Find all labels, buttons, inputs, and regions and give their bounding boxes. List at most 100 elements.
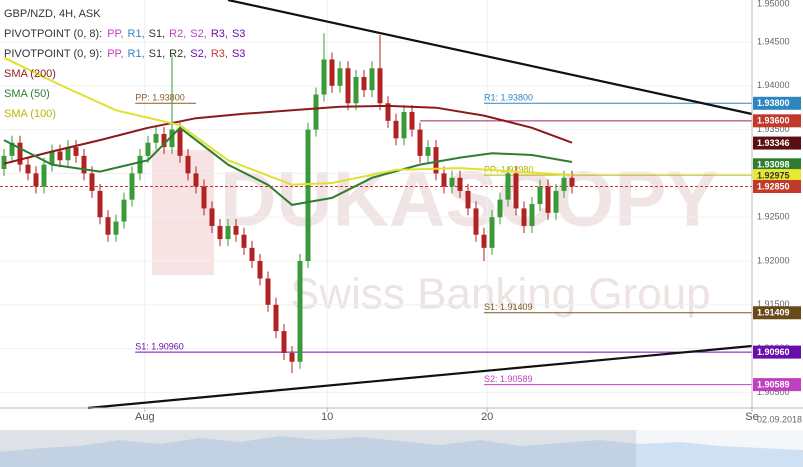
price-tag-label: 1.93098 xyxy=(757,160,790,170)
sma-line xyxy=(3,126,573,206)
price-tag xyxy=(753,345,801,359)
price-tag xyxy=(753,158,801,172)
date-label: 02.09.2018 xyxy=(757,414,802,424)
candle-body xyxy=(385,103,391,121)
price-tag-label: 1.93600 xyxy=(757,116,790,126)
candle-body xyxy=(33,173,39,187)
pivot-label: PP: 1.93800 xyxy=(135,93,185,103)
plot: R1: 1.93800 PP: 1.93800 PP: 1.92980 S1: 1.9… xyxy=(0,33,752,386)
candle-body xyxy=(297,260,303,362)
legend-item: PP, xyxy=(107,28,123,40)
candle-body xyxy=(73,147,79,156)
trend-line xyxy=(227,0,753,116)
legend: GBP/NZD, 4H, ASK PIVOTPOINT (0, 8): PP, R1,… xyxy=(4,8,245,120)
candle-body xyxy=(465,190,471,209)
candle-body xyxy=(41,164,47,187)
y-tick-label: 1.90500 xyxy=(757,387,790,397)
candle-body xyxy=(193,173,199,187)
candle-body xyxy=(561,177,567,191)
navigator-window[interactable] xyxy=(0,430,636,467)
candle-body xyxy=(225,225,231,240)
candle-body xyxy=(153,133,159,143)
price-tag-label: 1.93346 xyxy=(757,138,790,148)
legend-item: R1, xyxy=(128,28,145,40)
y-tick-label: 1.94000 xyxy=(757,80,790,90)
candle-body xyxy=(345,68,351,104)
candle-body xyxy=(329,59,335,86)
price-tag-label: 1.90589 xyxy=(757,379,790,389)
price-tag xyxy=(753,96,801,110)
legend-entry: SMA (200) xyxy=(4,68,56,80)
candle-body xyxy=(17,142,23,165)
legend-entry: SMA (100) xyxy=(4,108,56,120)
pivot-label: PP: 1.92980 xyxy=(484,165,534,175)
legend-item: S3 xyxy=(232,28,245,40)
candle-body xyxy=(537,186,543,205)
candle-body xyxy=(353,77,359,104)
legend-entry: SMA (50) xyxy=(4,88,50,100)
candle-body xyxy=(545,186,551,213)
candle-body xyxy=(217,225,223,240)
axes: 1.950001.945001.940001.935001.930001.925… xyxy=(135,0,802,424)
candle-body xyxy=(65,147,71,161)
trend-line xyxy=(87,344,753,410)
x-tick-label: Aug xyxy=(135,411,155,423)
x-tick-label: 10 xyxy=(321,411,333,423)
candle-body xyxy=(25,164,31,174)
legend-item: PP, xyxy=(107,48,123,60)
navigator xyxy=(0,430,803,467)
price-tag xyxy=(753,169,801,183)
candle-body xyxy=(513,173,519,209)
candle-body xyxy=(449,177,455,187)
candle-body xyxy=(241,234,247,248)
candle-body xyxy=(177,129,183,156)
candle-body xyxy=(1,155,7,169)
legend-item: S3 xyxy=(232,48,245,60)
candle-body xyxy=(129,173,135,200)
candle-body xyxy=(369,68,375,91)
candle-body xyxy=(505,173,511,200)
x-tick-label: 20 xyxy=(481,411,493,423)
candle-body xyxy=(145,142,151,156)
legend-prefix: PIVOTPOINT (0, 9): xyxy=(4,48,102,60)
price-tag-label: 1.90960 xyxy=(757,347,790,357)
price-tag xyxy=(753,378,801,392)
candle-body xyxy=(161,133,167,148)
legend-item: S1, xyxy=(149,28,166,40)
candle-body xyxy=(81,155,87,174)
candle-body xyxy=(441,173,447,187)
price-tag xyxy=(753,114,801,128)
navigator-area xyxy=(0,436,803,467)
candle-body xyxy=(321,59,327,95)
price-tag xyxy=(753,136,801,150)
candle-body xyxy=(337,68,343,86)
candle-body xyxy=(265,278,271,305)
y-tick-label: 1.91500 xyxy=(757,299,790,309)
candle-body xyxy=(233,225,239,235)
candle-body xyxy=(113,221,119,235)
candle-body xyxy=(89,173,95,191)
candle-body xyxy=(313,94,319,130)
candle-body xyxy=(393,120,399,139)
price-tag xyxy=(753,180,801,194)
candle-body xyxy=(257,260,263,279)
candle-body xyxy=(201,186,207,209)
candle-body xyxy=(305,129,311,261)
candle-body xyxy=(417,129,423,156)
price-tag-label: 1.91409 xyxy=(757,308,790,318)
candle-body xyxy=(97,190,103,218)
candle-body xyxy=(121,199,127,222)
candle-body xyxy=(49,151,55,165)
candle-body xyxy=(185,155,191,174)
candle-body xyxy=(497,199,503,218)
y-tick-label: 1.92000 xyxy=(757,255,790,265)
candle-body xyxy=(281,331,287,353)
watermark-logo xyxy=(152,150,214,275)
candle-body xyxy=(289,352,295,362)
legend-item: R3, xyxy=(211,48,228,60)
pivot-label: S1: 1.90960 xyxy=(135,341,184,351)
y-tick-label: 1.94500 xyxy=(757,36,790,46)
